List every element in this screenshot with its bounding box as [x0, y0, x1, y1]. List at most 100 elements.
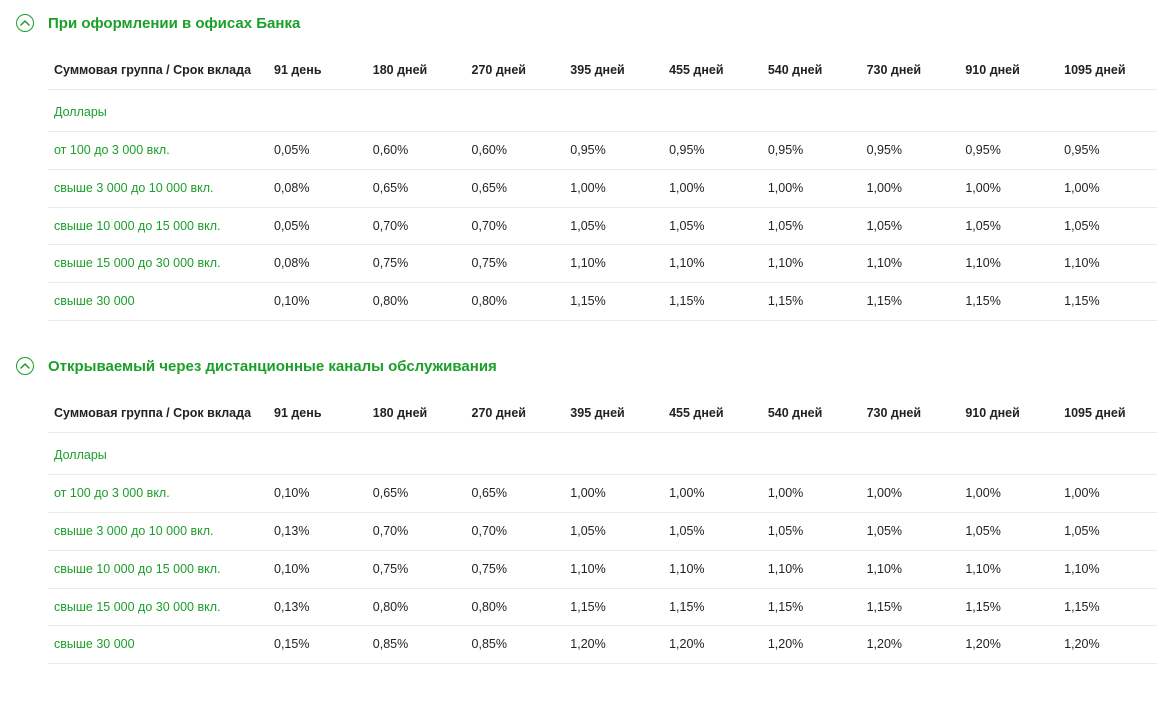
- rate-cell: 1,15%: [564, 283, 663, 321]
- rate-cell: 0,95%: [861, 131, 960, 169]
- rate-cell: 1,05%: [959, 512, 1058, 550]
- amount-range-link[interactable]: от 100 до 3 000 вкл.: [48, 131, 268, 169]
- rate-cell: 1,15%: [564, 588, 663, 626]
- table-row: свыше 15 000 до 30 000 вкл. 0,13% 0,80% …: [48, 588, 1157, 626]
- rate-cell: 1,20%: [959, 626, 1058, 664]
- rate-cell: 1,00%: [861, 169, 960, 207]
- rate-cell: 0,10%: [268, 283, 367, 321]
- table-row: свыше 15 000 до 30 000 вкл. 0,08% 0,75% …: [48, 245, 1157, 283]
- col-header: 540 дней: [762, 395, 861, 432]
- rate-cell: 0,80%: [367, 283, 466, 321]
- currency-row: Доллары: [48, 433, 1157, 475]
- table-row: свыше 3 000 до 10 000 вкл. 0,13% 0,70% 0…: [48, 512, 1157, 550]
- rate-cell: 0,80%: [466, 588, 565, 626]
- col-header: 1095 дней: [1058, 395, 1157, 432]
- col-header: 455 дней: [663, 395, 762, 432]
- rates-section-office: При оформлении в офисах Банка Суммовая г…: [16, 14, 1157, 321]
- rate-cell: 0,13%: [268, 588, 367, 626]
- rate-cell: 0,65%: [466, 474, 565, 512]
- amount-range-link[interactable]: свыше 15 000 до 30 000 вкл.: [48, 588, 268, 626]
- amount-range-link[interactable]: свыше 15 000 до 30 000 вкл.: [48, 245, 268, 283]
- rate-cell: 1,10%: [861, 550, 960, 588]
- rate-cell: 0,75%: [466, 550, 565, 588]
- rate-cell: 1,10%: [959, 550, 1058, 588]
- table-row: свыше 30 000 0,15% 0,85% 0,85% 1,20% 1,2…: [48, 626, 1157, 664]
- rate-cell: 0,60%: [367, 131, 466, 169]
- rate-cell: 0,85%: [466, 626, 565, 664]
- col-header: 395 дней: [564, 52, 663, 89]
- rate-cell: 0,70%: [367, 512, 466, 550]
- amount-range-link[interactable]: свыше 3 000 до 10 000 вкл.: [48, 169, 268, 207]
- col-header: 1095 дней: [1058, 52, 1157, 89]
- rate-cell: 0,08%: [268, 245, 367, 283]
- currency-row: Доллары: [48, 89, 1157, 131]
- rate-cell: 1,00%: [762, 169, 861, 207]
- rate-cell: 0,05%: [268, 131, 367, 169]
- rate-cell: 1,10%: [564, 550, 663, 588]
- amount-range-link[interactable]: свыше 30 000: [48, 626, 268, 664]
- amount-range-link[interactable]: свыше 3 000 до 10 000 вкл.: [48, 512, 268, 550]
- amount-range-link[interactable]: свыше 10 000 до 15 000 вкл.: [48, 207, 268, 245]
- currency-label[interactable]: Доллары: [48, 433, 1157, 475]
- rate-cell: 0,95%: [663, 131, 762, 169]
- rate-cell: 1,20%: [663, 626, 762, 664]
- rate-cell: 0,80%: [367, 588, 466, 626]
- currency-label[interactable]: Доллары: [48, 89, 1157, 131]
- rate-cell: 0,75%: [367, 550, 466, 588]
- rate-cell: 0,65%: [466, 169, 565, 207]
- rate-cell: 1,00%: [1058, 474, 1157, 512]
- table-row: свыше 10 000 до 15 000 вкл. 0,05% 0,70% …: [48, 207, 1157, 245]
- collapse-up-icon[interactable]: [16, 14, 34, 32]
- rate-cell: 1,05%: [663, 512, 762, 550]
- rate-cell: 0,65%: [367, 169, 466, 207]
- col-header: 91 день: [268, 52, 367, 89]
- rate-cell: 0,95%: [564, 131, 663, 169]
- section-header[interactable]: Открываемый через дистанционные каналы о…: [16, 357, 1157, 375]
- rate-cell: 0,75%: [466, 245, 565, 283]
- rate-cell: 1,05%: [564, 207, 663, 245]
- rate-cell: 0,70%: [466, 207, 565, 245]
- col-header: 180 дней: [367, 395, 466, 432]
- row-header-label: Суммовая группа / Срок вклада: [48, 395, 268, 432]
- rate-cell: 0,10%: [268, 474, 367, 512]
- rate-cell: 1,10%: [959, 245, 1058, 283]
- rate-cell: 1,15%: [959, 588, 1058, 626]
- amount-range-link[interactable]: от 100 до 3 000 вкл.: [48, 474, 268, 512]
- rate-cell: 0,60%: [466, 131, 565, 169]
- rate-cell: 0,65%: [367, 474, 466, 512]
- col-header: 730 дней: [861, 52, 960, 89]
- collapse-up-icon[interactable]: [16, 357, 34, 375]
- rates-section-remote: Открываемый через дистанционные каналы о…: [16, 357, 1157, 664]
- col-header: 540 дней: [762, 52, 861, 89]
- rate-cell: 1,15%: [1058, 283, 1157, 321]
- rate-cell: 1,15%: [861, 588, 960, 626]
- table-row: свыше 3 000 до 10 000 вкл. 0,08% 0,65% 0…: [48, 169, 1157, 207]
- col-header: 270 дней: [466, 395, 565, 432]
- rate-cell: 1,00%: [762, 474, 861, 512]
- amount-range-link[interactable]: свыше 30 000: [48, 283, 268, 321]
- rate-cell: 1,10%: [762, 550, 861, 588]
- rate-cell: 0,80%: [466, 283, 565, 321]
- rate-cell: 1,05%: [1058, 512, 1157, 550]
- row-header-label: Суммовая группа / Срок вклада: [48, 52, 268, 89]
- col-header: 910 дней: [959, 395, 1058, 432]
- rate-cell: 0,70%: [367, 207, 466, 245]
- rate-cell: 0,95%: [762, 131, 861, 169]
- amount-range-link[interactable]: свыше 10 000 до 15 000 вкл.: [48, 550, 268, 588]
- rate-cell: 1,05%: [762, 207, 861, 245]
- rate-cell: 1,10%: [663, 245, 762, 283]
- rate-cell: 1,10%: [564, 245, 663, 283]
- rate-cell: 0,08%: [268, 169, 367, 207]
- col-header: 910 дней: [959, 52, 1058, 89]
- rate-cell: 1,15%: [762, 283, 861, 321]
- rate-cell: 0,05%: [268, 207, 367, 245]
- rate-cell: 1,00%: [959, 474, 1058, 512]
- rate-cell: 0,85%: [367, 626, 466, 664]
- rate-cell: 0,95%: [959, 131, 1058, 169]
- rate-cell: 1,15%: [663, 283, 762, 321]
- col-header: 91 день: [268, 395, 367, 432]
- col-header: 395 дней: [564, 395, 663, 432]
- rate-cell: 1,05%: [861, 512, 960, 550]
- rate-cell: 1,05%: [762, 512, 861, 550]
- section-header[interactable]: При оформлении в офисах Банка: [16, 14, 1157, 32]
